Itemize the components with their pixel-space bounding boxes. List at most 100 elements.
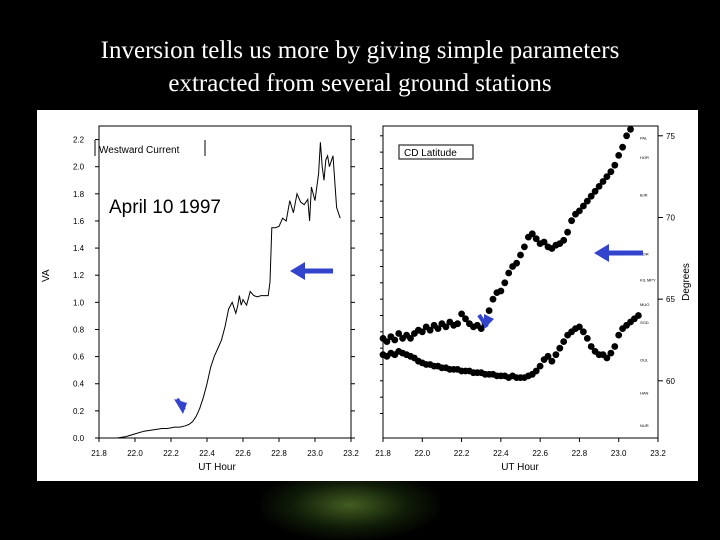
cd-latitude-point	[623, 132, 630, 140]
left-y-tick-label: 1.8	[73, 190, 85, 199]
left-y-axis-label: VA	[41, 269, 52, 282]
cd-latitude-point	[548, 357, 556, 365]
left-x-tick-label: 22.6	[235, 449, 251, 458]
right-x-tick-label: 22.6	[532, 449, 548, 458]
cd-latitude-point	[568, 217, 575, 225]
cd-latitude-point	[576, 323, 583, 331]
station-label: MUO	[640, 302, 649, 307]
right-arrow-jump-head	[594, 244, 609, 262]
left-date-annotation: April 10 1997	[109, 197, 221, 218]
cd-latitude-point	[532, 235, 540, 243]
cd-latitude-point	[517, 251, 524, 259]
station-label: HOR	[640, 155, 649, 160]
aurora-glow-background	[260, 470, 440, 540]
cd-latitude-point	[426, 326, 434, 334]
cd-latitude-point	[544, 352, 552, 360]
cd-latitude-point	[505, 269, 513, 277]
left-arrow-onset	[175, 397, 186, 412]
right-x-tick-label: 22.2	[454, 449, 470, 458]
figure-panel: 0.0 0.2 0.4 0.6 0.8 1.0 1.2 1.4 1.6 1.8 2.0 2.2 21.…	[37, 110, 698, 481]
left-x-tick-label: 22.0	[127, 449, 143, 458]
left-chart-westward-current: 0.0 0.2 0.4 0.6 0.8 1.0 1.2 1.4 1.6 1.8 2.0 2.2 21.…	[41, 125, 359, 473]
left-y-tick-label: 0.8	[73, 325, 85, 334]
cd-latitude-point	[599, 178, 607, 185]
cd-latitude-point	[418, 328, 426, 336]
cd-latitude-point	[407, 335, 414, 342]
cd-latitude-point	[501, 279, 509, 287]
right-station-labels: PAL HOR BJR SOR KIL MPY MUO SOD OUL HAN NUR	[640, 135, 656, 427]
station-label: OUL	[640, 358, 649, 363]
cd-latitude-point	[611, 161, 619, 169]
cd-latitude-point	[583, 197, 591, 205]
left-y-tick-label: 2.2	[73, 136, 85, 145]
left-y-tick-label: 2.0	[73, 163, 85, 172]
left-y-tick-label: 1.4	[73, 244, 85, 253]
station-label: NUR	[640, 423, 649, 428]
right-chart-cd-latitude: 60 65 70 75 21.8 22.0 22.2 22.4 22.6 22.8 23.0 23.…	[375, 125, 692, 473]
right-x-tick-label: 22.4	[493, 449, 509, 458]
right-plot-frame	[382, 125, 659, 439]
cd-latitude-point	[576, 207, 583, 215]
cd-latitude-point	[627, 125, 634, 133]
station-label: KIL MPY	[640, 278, 656, 283]
cd-latitude-point	[580, 202, 587, 210]
left-y-ticks: 0.0 0.2 0.4 0.6 0.8 1.0 1.2 1.4 1.6 1.8 2.0 2.2	[73, 136, 355, 443]
left-x-tick-label: 22.8	[271, 449, 287, 458]
right-y-ticks: 60 65 70 75	[380, 132, 675, 414]
right-x-tick-label: 23.0	[611, 449, 627, 458]
right-y-tick-label: 65	[666, 295, 675, 304]
left-x-tick-label: 22.2	[163, 449, 179, 458]
cd-latitude-point	[615, 331, 623, 339]
right-x-axis-label: UT Hour	[501, 462, 539, 473]
left-y-tick-label: 0.2	[73, 407, 85, 416]
left-y-tick-label: 0.6	[73, 353, 85, 362]
cd-latitude-point	[580, 328, 587, 336]
left-x-tick-label: 21.8	[91, 449, 107, 458]
cd-latitude-point	[560, 338, 568, 345]
station-label: BJR	[640, 193, 648, 198]
left-x-ticks: 21.8 22.0 22.2 22.4 22.6 22.8 23.0 23.2	[91, 438, 359, 458]
cd-latitude-point	[587, 192, 595, 200]
cd-latitude-point	[560, 236, 568, 244]
right-x-tick-label: 23.2	[650, 449, 666, 458]
cd-latitude-point	[536, 362, 544, 370]
cd-latitude-point	[477, 325, 485, 332]
left-y-tick-label: 0.4	[73, 380, 85, 389]
left-arrow-jump-head	[290, 262, 305, 280]
right-x-ticks: 21.8 22.0 22.2 22.4 22.6 22.8 23.0 23.2	[375, 438, 666, 458]
cd-latitude-point	[383, 338, 391, 345]
cd-latitude-point	[603, 173, 611, 180]
left-x-tick-label: 23.0	[307, 449, 323, 458]
cd-latitude-point	[540, 238, 548, 246]
right-x-tick-label: 21.8	[375, 449, 391, 458]
cd-latitude-point	[462, 315, 469, 323]
cd-latitude-point	[583, 335, 591, 342]
station-label: PAL	[640, 135, 648, 140]
station-label: SOR	[640, 251, 649, 256]
right-y-tick-label: 75	[666, 132, 675, 141]
cd-latitude-point	[603, 354, 611, 362]
cd-latitude-point	[497, 287, 505, 295]
cd-latitude-point	[615, 152, 623, 159]
right-legend-label: CD Latitude	[404, 148, 457, 159]
cd-latitude-point	[391, 336, 399, 344]
left-y-tick-label: 1.6	[73, 217, 85, 226]
westward-current-line	[99, 142, 341, 439]
left-y-tick-label: 1.2	[73, 271, 85, 280]
left-x-axis-label: UT Hour	[198, 462, 236, 473]
right-legend-box: CD Latitude	[398, 144, 474, 160]
left-legend-label: Westward Current	[99, 145, 180, 156]
slide-title: Inversion tells us more by giving simple…	[0, 34, 720, 100]
cd-latitude-point	[619, 143, 626, 151]
right-x-tick-label: 22.0	[414, 449, 430, 458]
cd-latitude-point	[454, 320, 461, 328]
slide-title-line-1: Inversion tells us more by giving simple…	[100, 37, 620, 64]
cd-latitude-point	[489, 295, 497, 303]
cd-latitude-point	[458, 310, 465, 318]
cd-latitude-point	[521, 243, 528, 251]
cd-latitude-point	[595, 183, 603, 190]
cd-latitude-point	[607, 349, 615, 357]
left-legend-box: Westward Current	[94, 140, 206, 156]
cd-latitude-point	[587, 343, 595, 350]
cd-latitude-point	[513, 259, 520, 267]
